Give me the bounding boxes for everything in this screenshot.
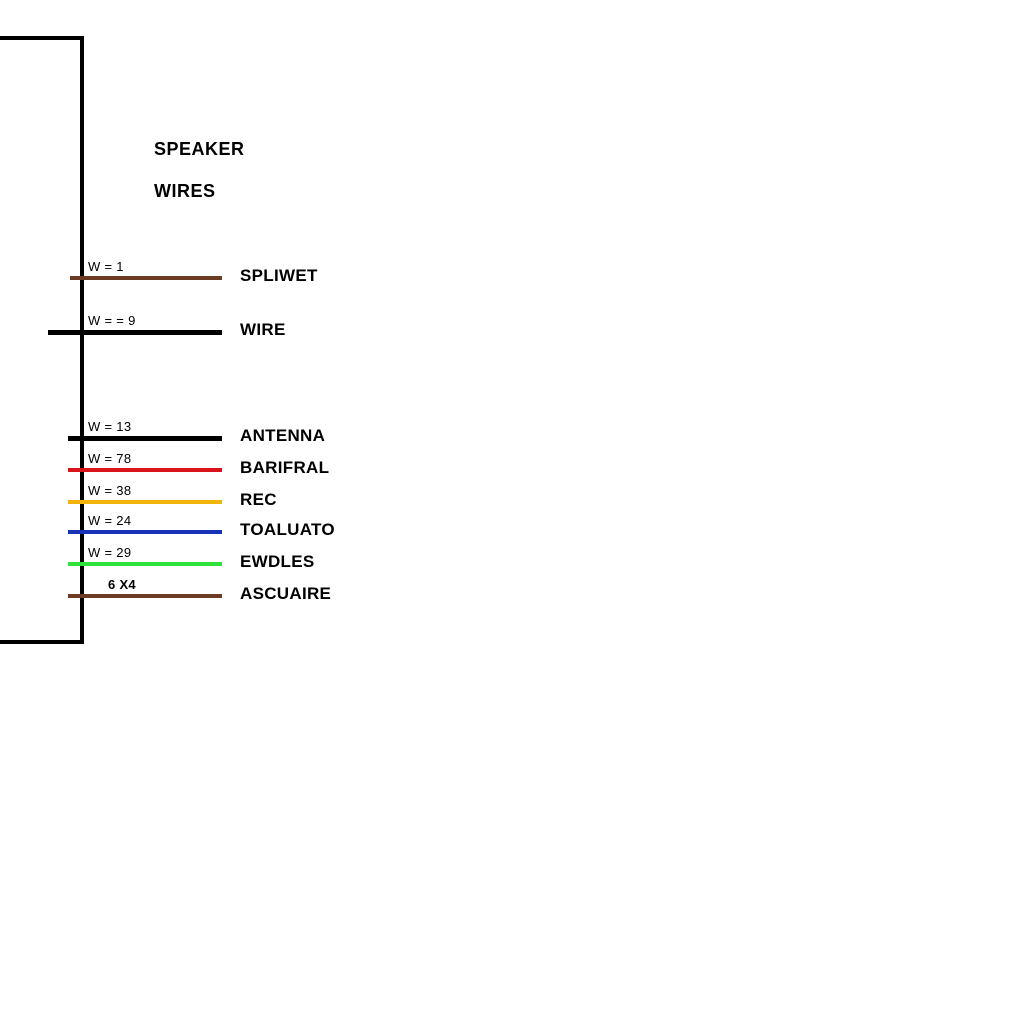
- wire-annot-7: 6 X4: [108, 577, 136, 592]
- wire-line-4: [68, 500, 222, 504]
- box-edge-right: [80, 36, 84, 644]
- wire-annot-3: W = 78: [88, 451, 131, 466]
- wire-label-5: TOALUATO: [240, 520, 335, 540]
- wire-label-1: WIRE: [240, 320, 286, 340]
- wire-label-3: BARIFRAL: [240, 458, 329, 478]
- diagram-title: SPEAKER WIRES: [132, 118, 245, 223]
- wire-line-3: [68, 468, 222, 472]
- wire-label-4: REC: [240, 490, 277, 510]
- wire-label-0: SPLIWET: [240, 266, 318, 286]
- box-edge-top: [0, 36, 84, 40]
- wire-annot-0: W = 1: [88, 259, 124, 274]
- wiring-diagram-canvas: SPEAKER WIRES W = 1 SPLIWET W = = 9 WIRE W =…: [0, 0, 1024, 1024]
- wire-annot-6: W = 29: [88, 545, 131, 560]
- wire-annot-1: W = = 9: [88, 313, 136, 328]
- wire-annot-5: W = 24: [88, 513, 131, 528]
- wire-line-6: [68, 562, 222, 566]
- wire-line-7: [68, 594, 222, 598]
- diagram-title-line2: WIRES: [154, 181, 216, 201]
- wire-annot-2: W = 13: [88, 419, 131, 434]
- wire-line-1: [48, 330, 222, 335]
- box-edge-bottom: [0, 640, 84, 644]
- wire-label-7: ASCUAIRE: [240, 584, 331, 604]
- wire-label-6: EWDLES: [240, 552, 315, 572]
- wire-line-0: [70, 276, 222, 280]
- wire-label-2: ANTENNA: [240, 426, 325, 446]
- wire-annot-4: W = 38: [88, 483, 131, 498]
- wire-line-5: [68, 530, 222, 534]
- wire-line-2: [68, 436, 222, 441]
- diagram-title-line1: SPEAKER: [154, 139, 245, 159]
